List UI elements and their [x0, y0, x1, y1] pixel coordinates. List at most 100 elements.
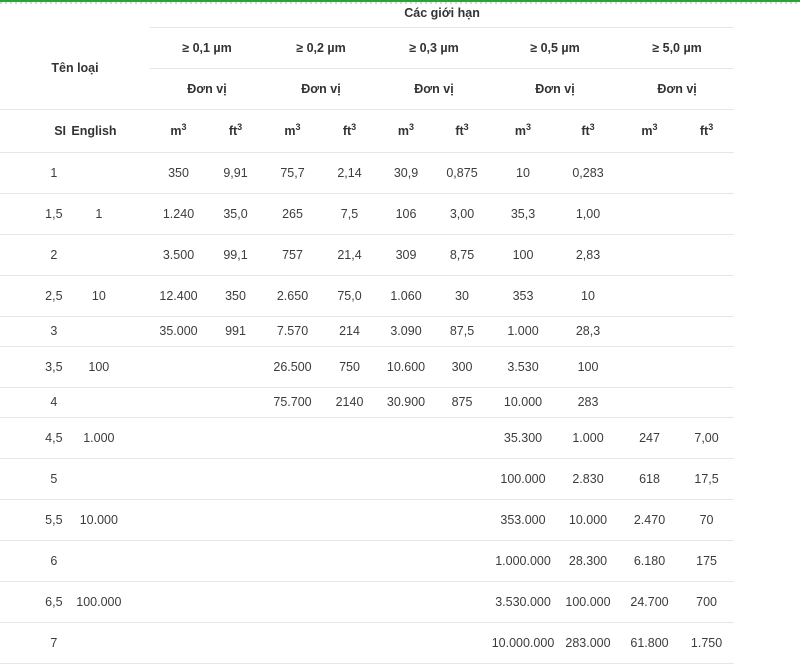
table-row: 5 100.000 2.830 618 17,5 [0, 458, 735, 500]
limit-m3-cell: 10 [490, 152, 556, 194]
limit-ft3-cell [321, 458, 378, 500]
limit-ft3-cell [207, 346, 264, 388]
limit-m3-cell [150, 499, 207, 541]
limit-m3-cell: 100.000 [490, 458, 556, 500]
limit-m3-cell [150, 622, 207, 664]
unit-exponent: 3 [181, 121, 187, 132]
si-class-value: 1,5 [45, 206, 63, 221]
limit-m3-cell [378, 540, 434, 582]
limit-m3-cell: 61.800 [620, 622, 679, 664]
limit-ft3-cell: 70 [679, 499, 735, 541]
empty-header-cell [0, 0, 150, 27]
unit-exponent: 3 [652, 121, 658, 132]
limit-m3-cell: 24.700 [620, 581, 679, 623]
limit-m3-cell: 1.240 [150, 193, 207, 235]
limit-m3-cell: 30,9 [378, 152, 434, 194]
limits-header: Các giới hạn [150, 0, 735, 28]
limit-ft3-cell [207, 458, 264, 500]
unit-base: m [397, 123, 410, 138]
limit-ft3-cell: 1.750 [679, 622, 735, 664]
limit-m3-cell: 353 [490, 275, 556, 317]
si-header: SI [54, 123, 66, 138]
limit-m3-cell [378, 581, 434, 623]
limit-m3-cell [150, 540, 207, 582]
class-cell: 6 [0, 540, 150, 582]
limit-m3-cell: 265 [264, 193, 321, 235]
limit-m3-cell: 757 [264, 234, 321, 276]
limit-m3-cell: 35.300 [490, 417, 556, 459]
limit-ft3-cell [679, 193, 735, 235]
limit-ft3-cell [434, 540, 490, 582]
limit-m3-cell [150, 581, 207, 623]
limit-m3-cell: 3.090 [378, 316, 434, 347]
unit-base: m [641, 123, 653, 138]
table-row: 2,5 10 12.400 350 2.650 75,0 1.060 30 353 10 [0, 275, 735, 317]
si-class-value: 6 [50, 553, 58, 568]
limit-m3-cell [378, 499, 434, 541]
limit-m3-cell: 247 [620, 417, 679, 459]
limit-ft3-cell [679, 152, 735, 194]
class-cell: 4 [0, 387, 150, 418]
limit-ft3-cell: 30 [434, 275, 490, 317]
limit-m3-cell: 12.400 [150, 275, 207, 317]
limit-m3-cell [264, 499, 321, 541]
class-cell: 4,5 1.000 [0, 417, 150, 459]
limit-m3-cell [620, 316, 679, 347]
unit-ft3-header: ft3 [556, 109, 620, 153]
english-class-value: 1 [95, 206, 103, 221]
limit-m3-cell: 35,3 [490, 193, 556, 235]
limit-ft3-cell: 2,83 [556, 234, 620, 276]
limit-ft3-cell: 100.000 [556, 581, 620, 623]
unit-ft3-header: ft3 [321, 109, 378, 153]
limit-m3-cell: 30.900 [378, 387, 434, 418]
limit-ft3-cell: 0,875 [434, 152, 490, 194]
limit-ft3-cell [679, 275, 735, 317]
limit-m3-cell [264, 540, 321, 582]
limit-ft3-cell [434, 622, 490, 664]
limit-m3-cell: 75.700 [264, 387, 321, 418]
limit-ft3-cell: 350 [207, 275, 264, 317]
limit-ft3-cell: 21,4 [321, 234, 378, 276]
class-cell: 7 [0, 622, 150, 664]
limit-ft3-cell: 175 [679, 540, 735, 582]
limit-ft3-cell [434, 458, 490, 500]
si-class-value: 4,5 [45, 430, 63, 445]
limit-m3-cell: 106 [378, 193, 434, 235]
unit-exponent: 3 [708, 121, 714, 132]
limit-ft3-cell: 991 [207, 316, 264, 347]
english-class-value: 100.000 [76, 594, 122, 609]
limit-ft3-cell: 2,14 [321, 152, 378, 194]
table-row: 6 1.000.000 28.300 6.180 175 [0, 540, 735, 582]
unit-base: ft [581, 123, 590, 138]
limit-ft3-cell: 700 [679, 581, 735, 623]
limit-ft3-cell [207, 417, 264, 459]
class-name-header: Tên loại [0, 27, 150, 110]
class-cell: 1 [0, 152, 150, 194]
size-header: ≥ 0,1 µm [150, 27, 264, 69]
limit-ft3-cell: 28.300 [556, 540, 620, 582]
class-cell: 3 [0, 316, 150, 347]
english-class-value: 100 [88, 359, 110, 374]
limit-ft3-cell [679, 316, 735, 347]
unit-exponent: 3 [351, 121, 357, 132]
english-header: English [71, 123, 117, 138]
unit-ft3-header: ft3 [207, 109, 264, 153]
header-row-units: Đơn vị Đơn vị Đơn vị Đơn vị Đơn vị [0, 68, 735, 110]
english-class-value: 10 [91, 288, 106, 303]
unit-base: m [514, 123, 527, 138]
unit-header: Đơn vị [490, 68, 620, 110]
cleanroom-class-table: Các giới hạn Tên loại ≥ 0,1 µm ≥ 0,2 µm … [0, 0, 735, 664]
unit-exponent: 3 [237, 121, 243, 132]
size-header: ≥ 0,5 µm [490, 27, 620, 69]
unit-base: ft [342, 123, 352, 138]
limit-m3-cell: 1.000 [490, 316, 556, 347]
limit-m3-cell: 309 [378, 234, 434, 276]
class-subheader: SI English [0, 109, 150, 153]
limit-m3-cell [620, 152, 679, 194]
unit-ft3-header: ft3 [434, 109, 490, 153]
limit-m3-cell [620, 387, 679, 418]
limit-ft3-cell: 2140 [321, 387, 378, 418]
limit-ft3-cell: 3,00 [434, 193, 490, 235]
limit-ft3-cell: 2.830 [556, 458, 620, 500]
limit-ft3-cell: 75,0 [321, 275, 378, 317]
